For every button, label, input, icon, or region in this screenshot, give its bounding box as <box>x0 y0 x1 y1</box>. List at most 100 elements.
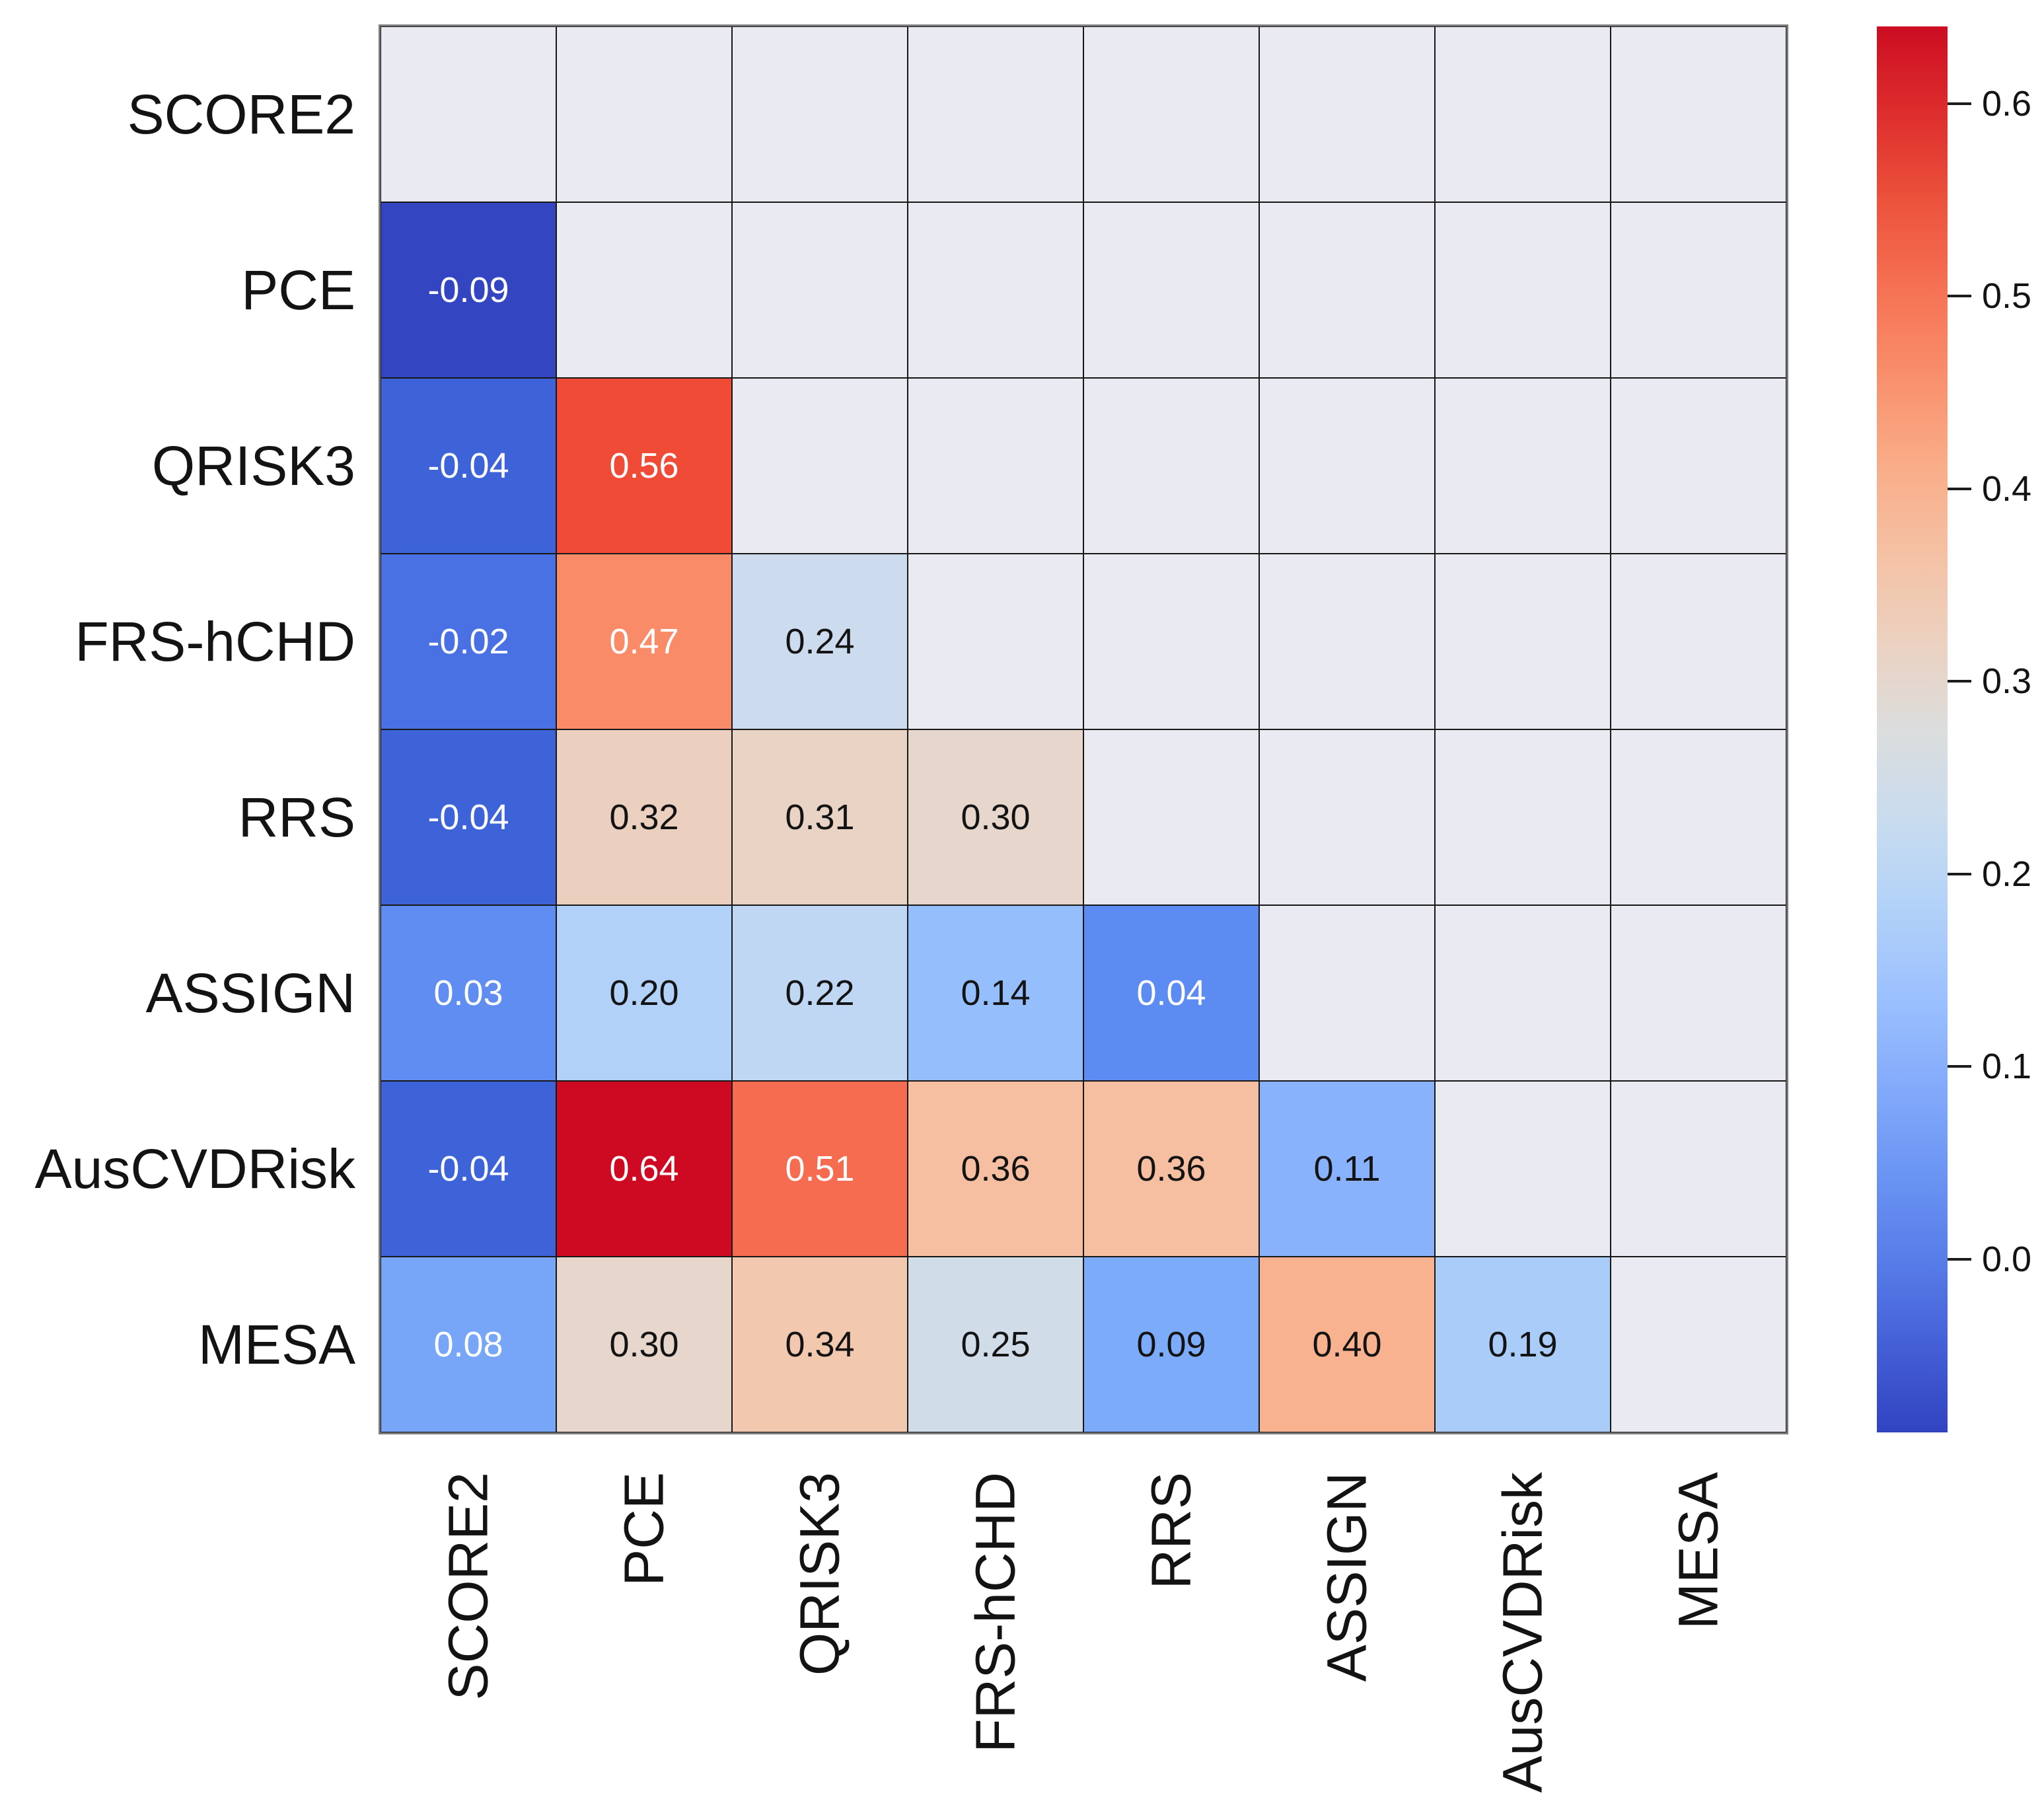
y-tick-label-ASSIGN: ASSIGN <box>145 961 355 1024</box>
heatmap-cell: 0.24 <box>732 554 908 729</box>
heatmap-cell: 0.08 <box>381 1257 556 1432</box>
colorbar-tick-mark <box>1948 1065 1971 1068</box>
cell-value: 0.36 <box>1136 1149 1206 1189</box>
cell-value: 0.11 <box>1313 1149 1381 1189</box>
heatmap-cell-masked <box>556 26 732 202</box>
cell-value: 0.31 <box>785 797 855 837</box>
heatmap-cell: 0.51 <box>732 1081 908 1257</box>
colorbar-tick-mark <box>1948 680 1971 683</box>
y-tick-label-PCE: PCE <box>241 258 355 321</box>
colorbar-gradient <box>1877 26 1948 1432</box>
heatmap-cell-masked <box>1611 26 1786 202</box>
heatmap-cell-masked <box>1611 554 1786 729</box>
heatmap-cell: -0.04 <box>381 378 556 554</box>
heatmap-cell: 0.34 <box>732 1257 908 1432</box>
heatmap-cell: 0.32 <box>556 729 732 905</box>
heatmap-cell: -0.02 <box>381 554 556 729</box>
heatmap-cell-masked <box>1435 729 1611 905</box>
y-tick-label-SCORE2: SCORE2 <box>127 83 355 145</box>
heatmap-cell-masked <box>556 202 732 378</box>
heatmap-cell: 0.31 <box>732 729 908 905</box>
cell-value: 0.08 <box>433 1325 503 1364</box>
heatmap-cell-masked <box>1083 26 1259 202</box>
cell-value: 0.24 <box>785 622 855 661</box>
heatmap-cell: 0.11 <box>1259 1081 1435 1257</box>
colorbar-tick-label: 0.3 <box>1982 661 2032 702</box>
heatmap-cell-masked <box>908 26 1083 202</box>
colorbar-tick-label: 0.1 <box>1982 1047 2032 1087</box>
cell-value: -0.09 <box>427 270 509 310</box>
x-tick-label-PCE: PCE <box>612 1472 675 1586</box>
heatmap-cell: 0.25 <box>908 1257 1083 1432</box>
heatmap-cell: 0.47 <box>556 554 732 729</box>
cell-value: 0.30 <box>609 1325 679 1364</box>
heatmap-cell: 0.19 <box>1435 1257 1611 1432</box>
heatmap-cell-masked <box>1259 26 1435 202</box>
heatmap-cell-masked <box>908 378 1083 554</box>
heatmap-cell-masked <box>1435 905 1611 1081</box>
heatmap-cell: 0.36 <box>908 1081 1083 1257</box>
heatmap-cell-masked <box>1259 729 1435 905</box>
heatmap-cell-masked <box>1083 729 1259 905</box>
y-tick-label-AusCVDRisk: AusCVDRisk <box>34 1137 355 1200</box>
heatmap-cell-masked <box>1259 202 1435 378</box>
colorbar-tick-mark <box>1948 872 1971 875</box>
heatmap-cell-masked <box>1083 202 1259 378</box>
cell-value: 0.56 <box>609 446 679 486</box>
heatmap-cell-masked <box>1435 554 1611 729</box>
colorbar-tick-mark <box>1948 487 1971 490</box>
heatmap-cell: -0.09 <box>381 202 556 378</box>
colorbar-tick-mark <box>1948 1257 1971 1261</box>
heatmap-grid: -0.09 -0.04 0.56 -0.02 0.47 0.24 -0.04 0.32 0.31… <box>379 24 1788 1434</box>
colorbar-tick-label: 0.6 <box>1982 83 2032 124</box>
y-tick-label-QRISK3: QRISK3 <box>151 434 355 497</box>
heatmap-cell-masked <box>1435 1081 1611 1257</box>
x-tick-label-AusCVDRisk: AusCVDRisk <box>1491 1472 1554 1793</box>
x-tick-label-MESA: MESA <box>1667 1472 1730 1630</box>
heatmap-cell-masked <box>1259 378 1435 554</box>
heatmap-cell-masked <box>1611 1257 1786 1432</box>
heatmap-cell-masked <box>381 26 556 202</box>
heatmap-cell-masked <box>1611 729 1786 905</box>
heatmap-cell-masked <box>1259 554 1435 729</box>
cell-value: -0.04 <box>427 797 509 837</box>
heatmap-cell-masked <box>1083 554 1259 729</box>
cell-value: 0.09 <box>1136 1325 1206 1364</box>
y-tick-label-MESA: MESA <box>198 1313 355 1376</box>
colorbar-tick-label: 0.5 <box>1982 276 2032 316</box>
colorbar-tick-label: 0.4 <box>1982 468 2032 509</box>
heatmap-cell-masked <box>1435 26 1611 202</box>
heatmap-cell: 0.20 <box>556 905 732 1081</box>
heatmap-cell: 0.30 <box>556 1257 732 1432</box>
colorbar-tick-mark <box>1948 295 1971 298</box>
y-tick-label-RRS: RRS <box>238 786 355 848</box>
heatmap-cell: 0.64 <box>556 1081 732 1257</box>
heatmap-cell-masked <box>908 554 1083 729</box>
cell-value: 0.20 <box>609 973 679 1013</box>
colorbar-tick-mark <box>1948 102 1971 105</box>
x-tick-label-QRISK3: QRISK3 <box>788 1472 851 1676</box>
heatmap-cell-masked <box>1083 378 1259 554</box>
cell-value: 0.30 <box>961 797 1031 837</box>
heatmap-cell-masked <box>732 378 908 554</box>
heatmap-cell: 0.36 <box>1083 1081 1259 1257</box>
heatmap-cell-masked <box>1435 378 1611 554</box>
heatmap-cell: 0.14 <box>908 905 1083 1081</box>
heatmap-cell-masked <box>1435 202 1611 378</box>
cell-value: 0.19 <box>1488 1325 1558 1364</box>
cell-value: 0.34 <box>785 1325 855 1364</box>
y-tick-label-FRS-hCHD: FRS-hCHD <box>75 610 355 673</box>
heatmap-cell-masked <box>1611 1081 1786 1257</box>
cell-value: 0.22 <box>785 973 855 1013</box>
heatmap-cell-masked <box>1259 905 1435 1081</box>
cell-value: -0.04 <box>427 1149 509 1189</box>
heatmap-cell: 0.03 <box>381 905 556 1081</box>
cell-value: 0.36 <box>961 1149 1031 1189</box>
heatmap-cell-masked <box>732 26 908 202</box>
cell-value: 0.47 <box>609 622 679 661</box>
heatmap-cell: 0.40 <box>1259 1257 1435 1432</box>
heatmap-cell: -0.04 <box>381 1081 556 1257</box>
heatmap-cell: 0.22 <box>732 905 908 1081</box>
heatmap-cell-masked <box>1611 202 1786 378</box>
